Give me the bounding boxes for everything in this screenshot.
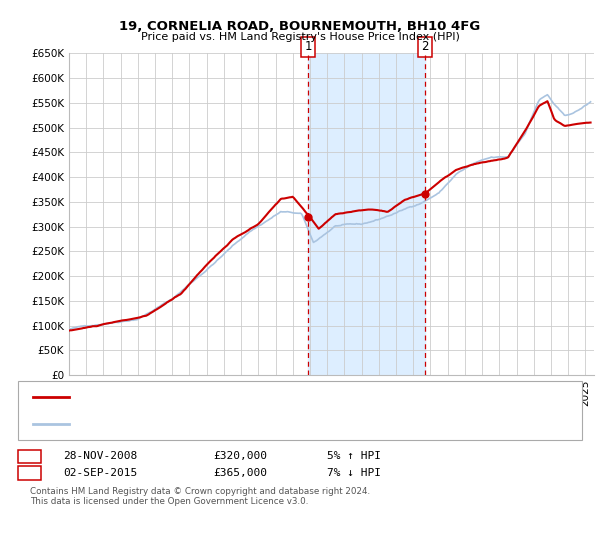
- Text: 2: 2: [421, 40, 428, 53]
- Text: £365,000: £365,000: [213, 468, 267, 478]
- Text: 5% ↑ HPI: 5% ↑ HPI: [327, 451, 381, 461]
- Text: 7% ↓ HPI: 7% ↓ HPI: [327, 468, 381, 478]
- Text: This data is licensed under the Open Government Licence v3.0.: This data is licensed under the Open Gov…: [30, 497, 308, 506]
- Text: 19, CORNELIA ROAD, BOURNEMOUTH, BH10 4FG (detached house): 19, CORNELIA ROAD, BOURNEMOUTH, BH10 4FG…: [75, 391, 424, 402]
- Bar: [308, 53, 425, 375]
- Text: 1: 1: [26, 451, 33, 461]
- Text: 02-SEP-2015: 02-SEP-2015: [63, 468, 137, 478]
- Text: 19, CORNELIA ROAD, BOURNEMOUTH, BH10 4FG: 19, CORNELIA ROAD, BOURNEMOUTH, BH10 4FG: [119, 20, 481, 32]
- Text: £320,000: £320,000: [213, 451, 267, 461]
- Text: 28-NOV-2008: 28-NOV-2008: [63, 451, 137, 461]
- Text: Price paid vs. HM Land Registry's House Price Index (HPI): Price paid vs. HM Land Registry's House …: [140, 32, 460, 42]
- Text: 2: 2: [26, 468, 33, 478]
- Text: 1: 1: [305, 40, 312, 53]
- Text: HPI: Average price, detached house, Bournemouth Christchurch and Poole: HPI: Average price, detached house, Bour…: [75, 419, 463, 429]
- Text: Contains HM Land Registry data © Crown copyright and database right 2024.: Contains HM Land Registry data © Crown c…: [30, 487, 370, 496]
